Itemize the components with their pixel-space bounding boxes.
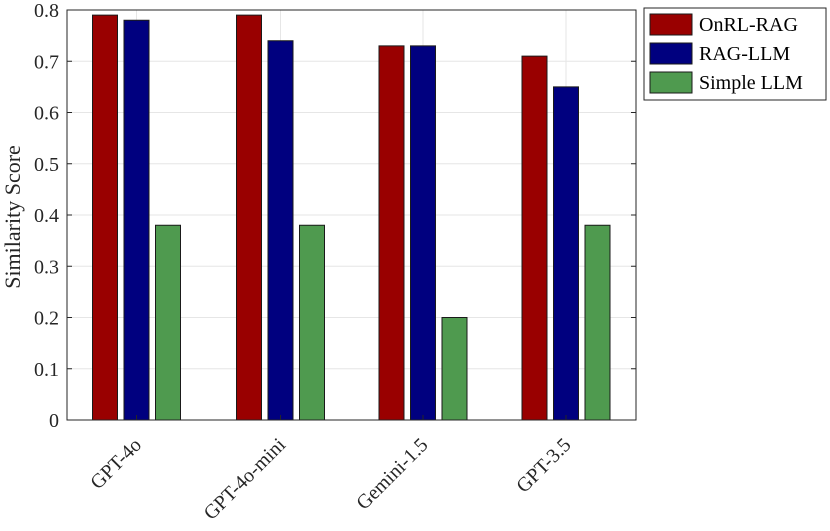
- y-axis-title: Similarity Score: [0, 145, 25, 289]
- y-tick-label: 0.7: [34, 51, 59, 73]
- y-tick-label: 0.2: [34, 308, 59, 330]
- bar-simple-llm-1: [299, 224, 325, 421]
- legend-swatch: [649, 42, 693, 65]
- x-tick-label: GPT-3.5: [512, 434, 575, 497]
- x-tick-label: GPT-4o: [86, 434, 146, 494]
- y-tick-label: 0.4: [34, 205, 59, 227]
- y-tick-label: 0.1: [34, 359, 59, 381]
- legend-label: OnRL-RAG: [699, 14, 798, 36]
- y-tick-label: 0.8: [34, 0, 59, 22]
- y-axis-ticks: 0 0.1 0.2 0.3 0.4 0.5 0.6 0.7 0.8: [34, 0, 636, 432]
- bar-onrl-rag-0: [92, 14, 118, 421]
- bar-onrl-rag-1: [236, 14, 262, 421]
- bar-simple-llm-0: [155, 224, 181, 421]
- x-tick-label: Gemini-1.5: [352, 434, 432, 514]
- bar-simple-llm-3: [584, 224, 611, 421]
- legend-label: Simple LLM: [699, 72, 803, 94]
- legend-swatch: [649, 71, 693, 94]
- y-tick-label: 0: [49, 410, 59, 432]
- bar-onrl-rag-2: [378, 45, 405, 421]
- grid-lines: [67, 9, 636, 421]
- x-axis-ticks: GPT-4o GPT-4o-mini Gemini-1.5 GPT-3.5: [86, 415, 576, 525]
- bar-rag-llm-2: [410, 45, 436, 421]
- y-tick-label: 0.5: [34, 154, 59, 176]
- bar-onrl-rag-3: [521, 55, 548, 421]
- bar-rag-llm-3: [553, 86, 579, 421]
- legend: OnRL-RAG RAG-LLM Simple LLM: [643, 7, 827, 101]
- y-tick-label: 0.3: [34, 256, 59, 278]
- x-tick-label: GPT-4o-mini: [200, 434, 291, 525]
- bars: [92, 14, 611, 421]
- legend-label: RAG-LLM: [699, 43, 790, 65]
- bar-rag-llm-0: [123, 19, 150, 421]
- bar-rag-llm-1: [267, 40, 294, 421]
- legend-swatch: [649, 13, 693, 36]
- y-tick-label: 0.6: [34, 103, 59, 125]
- bar-simple-llm-2: [441, 317, 468, 421]
